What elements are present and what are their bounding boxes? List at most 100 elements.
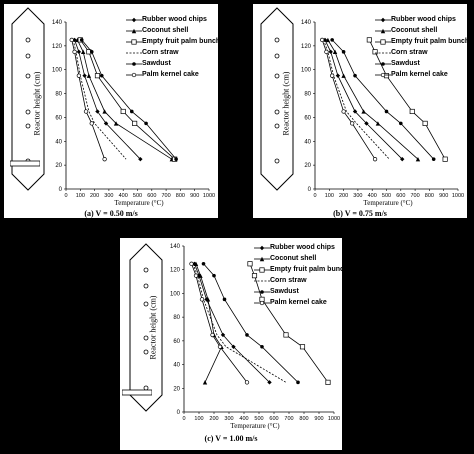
legend-item-rubber-wood-chips: Rubber wood chips — [126, 14, 220, 25]
point-sawdust — [212, 273, 216, 278]
legend-label: Palm kernel cake — [270, 299, 327, 306]
point-sawdust — [129, 109, 134, 114]
x-tick-label: 100 — [76, 193, 85, 199]
series-line-coconut-shell — [77, 39, 173, 160]
legend-swatch — [375, 52, 391, 53]
legend-swatch — [126, 38, 142, 45]
x-tick-label: 100 — [325, 193, 334, 199]
series-line-sawdust — [81, 39, 177, 160]
point-sawdust — [79, 38, 84, 42]
series-line-rubber-wood-chips — [324, 39, 403, 160]
legend-swatch — [126, 61, 142, 66]
point-palm-kernel-cake — [350, 121, 355, 126]
point-empty-fruit-palm-bunch — [120, 108, 126, 115]
legend-marker — [380, 28, 386, 33]
x-tick-label: 100 — [194, 416, 203, 422]
x-axis-label-a: Temperature (°C) — [114, 199, 164, 207]
chart-panel-b: Reactor height (cm) 0 20 40 60 80 100 120 140 0 1… — [253, 4, 469, 218]
x-tick-label: 0 — [313, 193, 316, 199]
point-coconut-shell — [361, 109, 366, 114]
point-coconut-shell — [198, 273, 203, 278]
point-coconut-shell — [193, 261, 199, 266]
point-empty-fruit-palm-bunch — [325, 379, 331, 385]
legend-c: Rubber wood chips Coconut shell Empty frui… — [254, 242, 348, 308]
series-line-coconut-shell — [195, 263, 222, 383]
point-palm-kernel-cake — [324, 49, 329, 54]
point-sawdust — [201, 261, 206, 266]
legend-swatch — [254, 300, 270, 305]
y-tick-label: 140 — [170, 244, 181, 250]
point-rubber-wood-chips — [95, 109, 100, 114]
x-tick-label: 200 — [209, 416, 218, 422]
series-line-rubber-wood-chips — [74, 39, 141, 160]
x-tick-label: 800 — [425, 193, 434, 199]
series-line-sawdust — [331, 39, 434, 160]
legend-marker — [259, 256, 265, 261]
point-empty-fruit-palm-bunch — [247, 261, 253, 267]
x-tick-label: 1000 — [203, 193, 215, 199]
legend-marker — [131, 28, 137, 33]
legend-marker — [259, 266, 265, 273]
point-rubber-wood-chips — [82, 73, 87, 78]
x-tick-label: 900 — [190, 193, 199, 199]
legend-item-empty-fruit-palm-bunch: Empty fruit palm bunch — [375, 36, 469, 47]
point-rubber-wood-chips — [72, 37, 77, 43]
legend-marker — [381, 61, 385, 66]
legend-swatch — [375, 28, 391, 33]
point-palm-kernel-cake — [319, 37, 325, 43]
y-tick-label: 100 — [170, 291, 181, 297]
y-tick-label: 60 — [304, 115, 311, 121]
y-tick-label: 20 — [173, 386, 180, 392]
legend-swatch — [375, 61, 391, 66]
legend-swatch — [254, 256, 270, 261]
point-empty-fruit-palm-bunch — [94, 73, 101, 79]
point-sawdust — [384, 109, 389, 114]
point-coconut-shell — [86, 73, 92, 78]
y-tick-label: 140 — [52, 20, 63, 26]
legend-item-sawdust: Sawdust — [254, 286, 348, 297]
x-tick-label: 300 — [224, 416, 233, 422]
y-tick-label: 80 — [55, 92, 62, 98]
point-empty-fruit-palm-bunch — [409, 108, 415, 115]
point-empty-fruit-palm-bunch — [366, 37, 372, 43]
point-palm-kernel-cake — [69, 37, 74, 43]
point-empty-fruit-palm-bunch — [132, 120, 138, 126]
y-tick-label: 20 — [55, 163, 62, 169]
legend-item-empty-fruit-palm-bunch: Empty fruit palm bunch — [126, 36, 220, 47]
x-tick-label: 800 — [299, 416, 308, 422]
y-tick-label: 120 — [52, 44, 63, 50]
legend-item-palm-kernel-cake: Palm kernel cake — [375, 69, 469, 80]
x-axis-label-b: Temperature (°C) — [363, 199, 413, 207]
point-rubber-wood-chips — [328, 49, 333, 55]
x-tick-label: 600 — [269, 416, 278, 422]
x-tick-label: 700 — [284, 416, 293, 422]
point-palm-kernel-cake — [372, 157, 378, 162]
y-tick-label: 40 — [173, 363, 180, 369]
x-tick-label: 700 — [411, 193, 420, 199]
point-coconut-shell — [375, 121, 381, 126]
legend-label: Coconut shell — [142, 27, 189, 34]
y-tick-label: 120 — [301, 44, 312, 50]
chart-panel-a: Reactor height (cm) 0 20 40 60 80 100 120 140 0 1… — [4, 4, 220, 218]
caption-b: (b) V = 0.75 m/s — [333, 209, 387, 218]
legend-label: Sawdust — [142, 60, 171, 67]
y-tick-label: 40 — [55, 139, 62, 145]
legend-swatch — [126, 72, 142, 77]
legend-label: Coconut shell — [391, 27, 438, 34]
legend-swatch — [375, 72, 391, 77]
legend-label: Sawdust — [391, 60, 420, 67]
legend-label: Empty fruit palm bunch — [391, 38, 470, 45]
legend-item-palm-kernel-cake: Palm kernel cake — [254, 297, 348, 308]
point-rubber-wood-chips — [138, 156, 143, 162]
chart-panel-c: Reactor height (cm) 0 20 40 60 80 100 120 140 0 1… — [120, 238, 348, 450]
point-palm-kernel-cake — [72, 49, 77, 54]
legend-swatch — [375, 17, 391, 22]
point-empty-fruit-palm-bunch — [422, 120, 428, 126]
reactor-diagram-b — [260, 7, 294, 191]
legend-marker — [380, 72, 386, 77]
series-line-rubber-wood-chips — [194, 263, 270, 383]
point-palm-kernel-cake — [210, 332, 215, 338]
x-tick-label: 400 — [368, 193, 377, 199]
legend-marker — [380, 17, 386, 22]
point-empty-fruit-palm-bunch — [283, 332, 289, 338]
